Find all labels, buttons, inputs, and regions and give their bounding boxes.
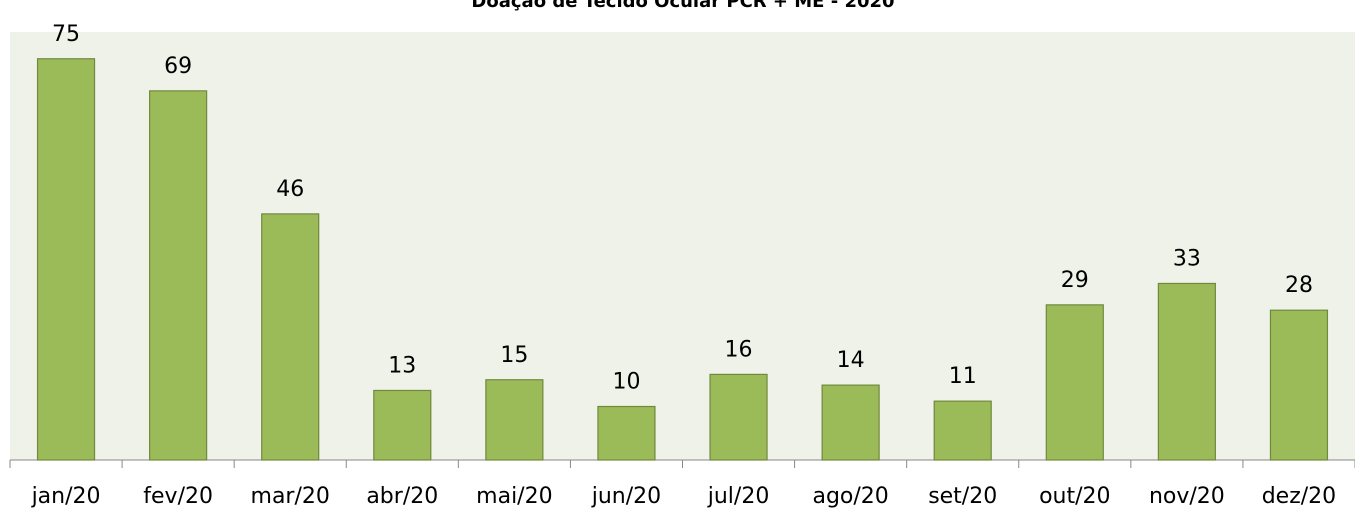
bar xyxy=(36,58,96,461)
data-label: 69 xyxy=(164,54,192,79)
bar xyxy=(373,389,432,461)
data-label: 14 xyxy=(837,348,865,373)
bar xyxy=(1045,304,1104,461)
data-label: 33 xyxy=(1173,246,1201,271)
chart-title: Doação de Tecido Ocular PCR + ME - 2020 xyxy=(471,0,894,12)
data-label: 29 xyxy=(1061,268,1089,293)
x-tick-label: fev/20 xyxy=(143,484,213,509)
x-tick-label: abr/20 xyxy=(366,484,438,509)
x-tick-label: jan/20 xyxy=(31,484,101,509)
bar xyxy=(933,400,992,461)
data-label: 16 xyxy=(725,337,753,362)
x-tick-label: out/20 xyxy=(1039,484,1110,509)
data-label: 28 xyxy=(1285,273,1313,298)
data-label: 11 xyxy=(949,364,977,389)
x-tick-label: jul/20 xyxy=(707,484,770,509)
bar xyxy=(485,379,544,461)
x-tick-label: dez/20 xyxy=(1262,484,1336,509)
data-label: 13 xyxy=(388,353,416,378)
x-tick-label: mar/20 xyxy=(251,484,330,509)
bar xyxy=(149,90,208,461)
x-tick-label: set/20 xyxy=(928,484,997,509)
bar xyxy=(821,384,880,461)
x-tick-label: mai/20 xyxy=(476,484,552,509)
plot-area xyxy=(10,32,1355,460)
data-label: 10 xyxy=(612,370,640,395)
bar xyxy=(1269,309,1329,461)
x-tick-label: nov/20 xyxy=(1149,484,1225,509)
bar xyxy=(1157,282,1216,461)
bar xyxy=(261,213,320,461)
data-label: 15 xyxy=(500,343,528,368)
data-label: 46 xyxy=(276,177,304,202)
bar xyxy=(709,373,768,461)
data-label: 75 xyxy=(52,22,80,47)
x-tick-label: ago/20 xyxy=(812,484,888,509)
bar xyxy=(597,405,656,461)
x-tick-label: jun/20 xyxy=(591,484,661,509)
